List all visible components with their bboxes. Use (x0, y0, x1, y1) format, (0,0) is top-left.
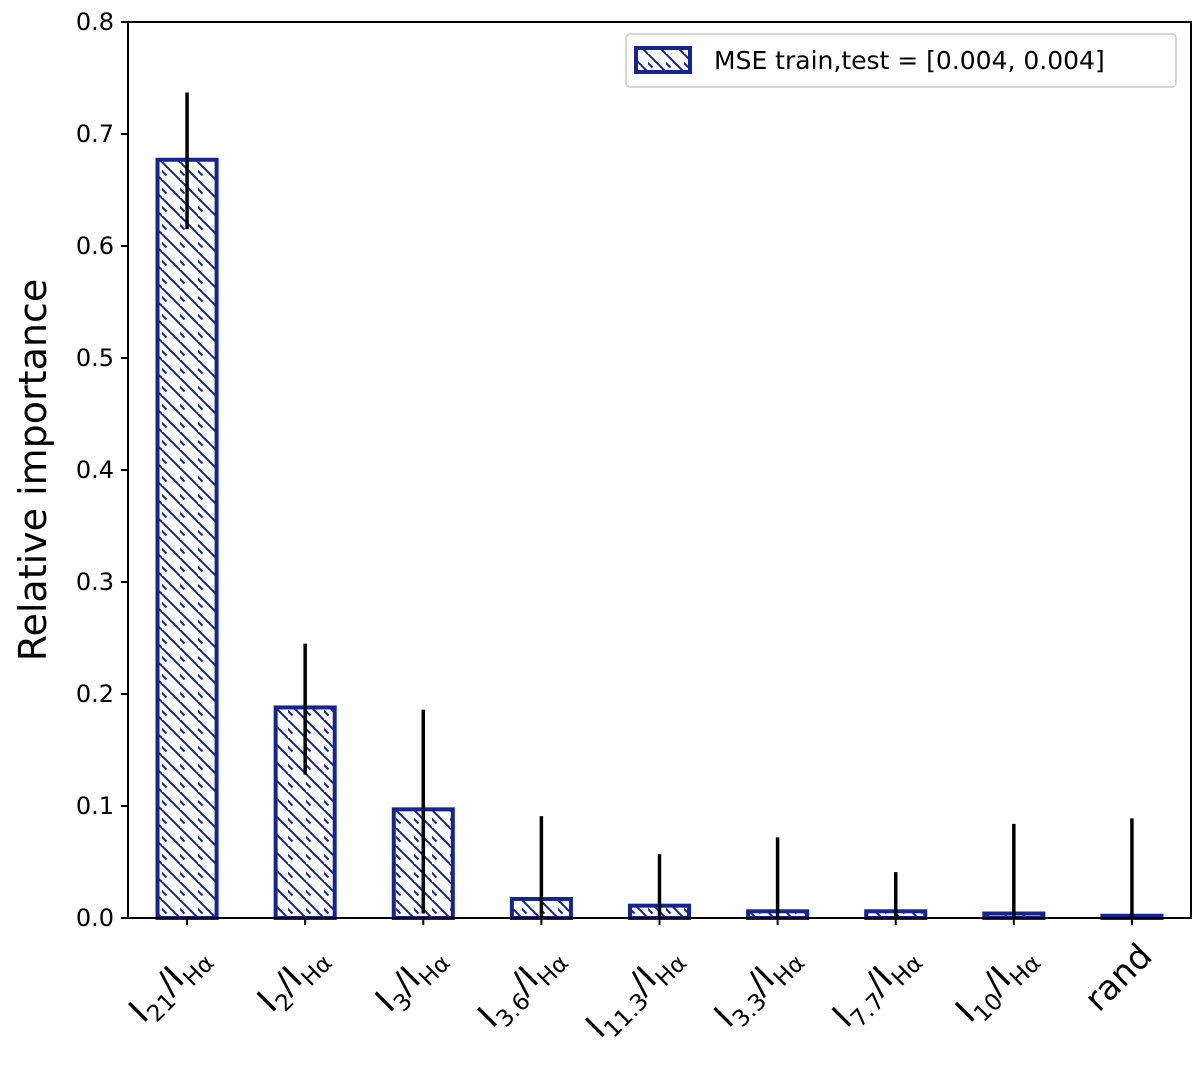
y-tick-label: 0.2 (76, 680, 114, 708)
y-tick-label: 0.7 (76, 120, 114, 148)
x-tick-label: I11.3/IHα (578, 936, 692, 1050)
y-tick-label: 0.8 (76, 8, 114, 36)
legend-label: MSE train,test = [0.004, 0.004] (714, 46, 1105, 75)
legend-box (625, 33, 1177, 88)
legend: MSE train,test = [0.004, 0.004] (625, 33, 1177, 88)
x-tick-label: I3/IHα (368, 936, 456, 1024)
x-tick-label: I2/IHα (250, 936, 338, 1024)
y-tick-label: 0.0 (76, 904, 114, 932)
x-axis: I21/IHα I2/IHα I3/IHαI3.6/IHαI11.3/IHαI3.3… (121, 918, 1160, 1050)
errorbars-layer (185, 92, 1134, 918)
y-tick-label: 0.5 (76, 344, 114, 372)
x-tick-label: I21/IHα (121, 936, 219, 1034)
x-tick-label: I7.7/IHα (825, 936, 929, 1040)
legend-swatch (634, 46, 692, 74)
x-tick-label: I10/IHα (948, 936, 1046, 1034)
y-tick-label: 0.4 (76, 456, 114, 484)
y-tick-label: 0.3 (76, 568, 114, 596)
y-axis: 0.0 0.1 0.2 0.3 0.4 0.5 0.6 0.7 0.8 (76, 8, 128, 932)
bar (155, 157, 219, 920)
x-tick-label: I3.6/IHα (470, 936, 574, 1040)
y-tick-label: 0.6 (76, 232, 114, 260)
bars-layer (155, 157, 1164, 921)
y-axis-label: Relative importance (11, 279, 55, 661)
x-tick-label: I3.3/IHα (707, 936, 811, 1040)
x-tick-label: rand (1077, 936, 1160, 1019)
y-tick-label: 0.1 (76, 792, 114, 820)
